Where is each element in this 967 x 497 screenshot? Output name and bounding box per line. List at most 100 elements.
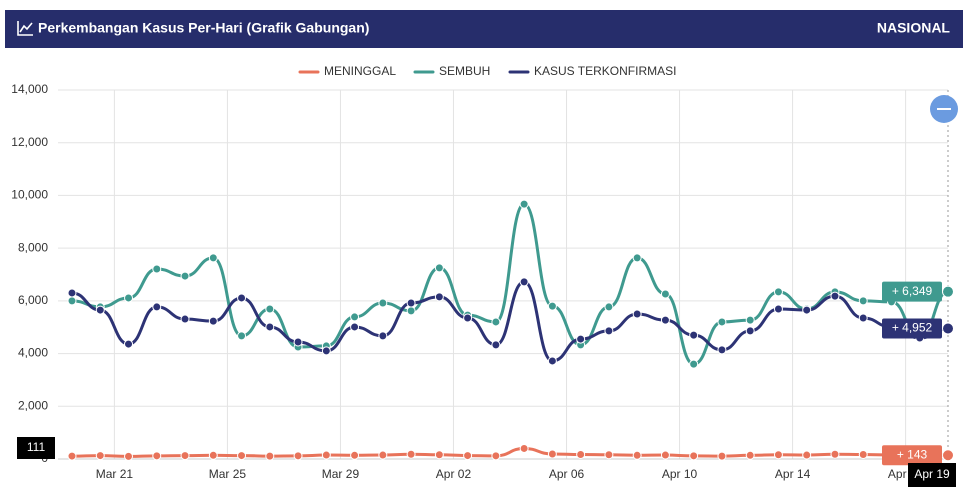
series-point xyxy=(406,306,416,316)
series-point xyxy=(632,253,642,263)
x-tick-label: Apr 14 xyxy=(775,467,811,481)
crosshair-x-label: Apr 19 xyxy=(914,467,950,481)
series-point xyxy=(434,292,444,302)
series-point xyxy=(491,340,501,350)
plot: 02,0004,0006,0008,00010,00012,00014,000M… xyxy=(11,64,956,487)
series-point xyxy=(350,312,360,322)
series-point xyxy=(519,277,529,287)
series-point xyxy=(717,451,727,461)
end-label-box xyxy=(882,318,942,339)
series-point xyxy=(717,317,727,327)
series-point xyxy=(378,450,388,460)
series-point xyxy=(547,356,557,366)
header-bar xyxy=(5,10,963,48)
series-point xyxy=(434,450,444,460)
series-point xyxy=(208,253,218,263)
crosshair-x-box xyxy=(908,463,956,487)
series-point xyxy=(237,293,247,303)
series-point xyxy=(265,304,275,314)
series-point xyxy=(293,451,303,461)
series-point xyxy=(802,305,812,315)
series-point xyxy=(152,302,162,312)
series-point xyxy=(576,450,586,460)
x-tick-label: Mar 25 xyxy=(209,467,247,481)
series-point xyxy=(350,450,360,460)
series-point xyxy=(237,451,247,461)
series-point xyxy=(152,451,162,461)
series-point xyxy=(773,287,783,297)
crosshair-y-box xyxy=(17,437,55,459)
end-label-box xyxy=(882,281,942,302)
series-point xyxy=(632,309,642,319)
series-point xyxy=(180,314,190,324)
series-point xyxy=(604,326,614,336)
series-point xyxy=(152,264,162,274)
series-point xyxy=(124,451,134,461)
series-point xyxy=(830,449,840,459)
y-tick-label: 2,000 xyxy=(18,398,48,412)
legend-label: KASUS TERKONFIRMASI xyxy=(534,64,676,78)
y-tick-label: 12,000 xyxy=(11,135,48,149)
series-point xyxy=(265,322,275,332)
series-point xyxy=(237,331,247,341)
series-point xyxy=(717,345,727,355)
series-point xyxy=(208,450,218,460)
series-line xyxy=(71,202,949,366)
legend-label: MENINGGAL xyxy=(324,64,396,78)
series-point xyxy=(745,450,755,460)
end-label: + 143 xyxy=(897,447,928,461)
series-point xyxy=(942,322,954,335)
series-point xyxy=(858,450,868,460)
series-point xyxy=(321,346,331,356)
series-point xyxy=(124,339,134,349)
series-point xyxy=(660,289,670,299)
y-tick-label: 4,000 xyxy=(18,346,48,360)
series-line xyxy=(71,280,949,363)
series-point xyxy=(491,451,501,461)
series-point xyxy=(67,288,77,298)
series-point xyxy=(350,322,360,332)
series-point xyxy=(180,271,190,281)
series-point xyxy=(547,301,557,311)
header-region: NASIONAL xyxy=(877,20,951,36)
series-point xyxy=(830,291,840,301)
series-point xyxy=(942,285,954,298)
series-point xyxy=(689,451,699,461)
series-point xyxy=(293,337,303,347)
series-point xyxy=(378,298,388,308)
series-point xyxy=(576,334,586,344)
series-point xyxy=(745,315,755,325)
series-point xyxy=(124,293,134,303)
series-point xyxy=(689,359,699,369)
legend-label: SEMBUH xyxy=(439,64,490,78)
series-point xyxy=(406,449,416,459)
series-point xyxy=(547,449,557,459)
series-point xyxy=(67,296,77,306)
series-point xyxy=(858,296,868,306)
series-line xyxy=(71,446,949,458)
series-point xyxy=(67,451,77,461)
chart-icon xyxy=(17,21,33,36)
series-point xyxy=(632,450,642,460)
header-title: Perkembangan Kasus Per-Hari (Grafik Gabu… xyxy=(38,20,369,36)
series-point xyxy=(802,450,812,460)
series-point xyxy=(660,450,670,460)
end-label: + 6,349 xyxy=(892,284,933,298)
series-point xyxy=(378,331,388,341)
series-point xyxy=(463,451,473,461)
x-tick-label: Mar 29 xyxy=(322,467,360,481)
series-point xyxy=(95,305,105,315)
y-tick-label: 10,000 xyxy=(11,188,48,202)
x-tick-label: Mar 21 xyxy=(96,467,134,481)
y-tick-label: 6,000 xyxy=(18,293,48,307)
series-point xyxy=(95,451,105,461)
y-tick-label: 8,000 xyxy=(18,240,48,254)
series-point xyxy=(942,449,954,462)
series-point xyxy=(773,304,783,314)
end-label: + 4,952 xyxy=(892,321,933,335)
end-label-box xyxy=(882,445,942,466)
series-point xyxy=(434,263,444,273)
series-point xyxy=(858,313,868,323)
crosshair-y-label: 111 xyxy=(27,440,46,454)
